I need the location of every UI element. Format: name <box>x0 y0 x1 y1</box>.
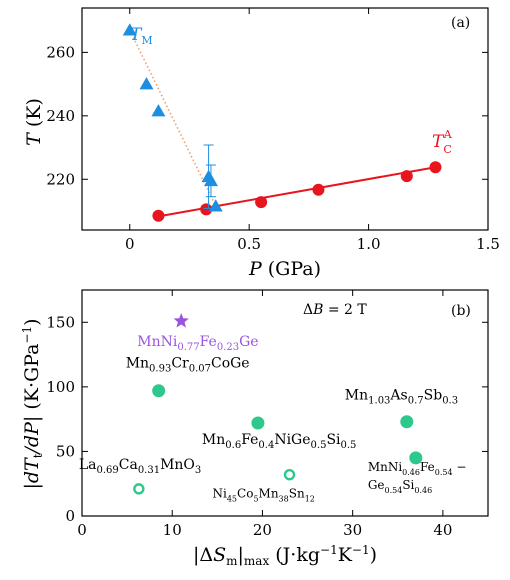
point-label: Ni45​Co5​Mn38​Sn12​ <box>213 487 315 504</box>
tm-point <box>203 173 218 187</box>
b-y-tick-label: 100 <box>46 378 75 396</box>
panel-b: 0 10 20 30 40 0 50 100 150 MnNi0.77​Fe0.23​Ge Mn0… <box>20 289 489 568</box>
tc-point <box>152 209 165 222</box>
tm-fit-line <box>129 29 217 207</box>
panel-label-b: (b) <box>451 303 471 319</box>
point-label: La0.69​Ca0.31​MnO3​ <box>79 457 201 476</box>
point-label: Mn1.03​As0.7​Sb0.3​ <box>345 388 458 407</box>
b-y-tick-label: 50 <box>56 442 75 460</box>
a-y-tick-label: 240 <box>46 107 75 125</box>
plot-area-a <box>81 7 489 231</box>
point-label: MnNi0.77​Fe0.23​Ge <box>137 334 258 353</box>
filled-point <box>409 451 423 465</box>
tc-point <box>429 161 442 174</box>
b-x-tick-label: 40 <box>433 521 452 539</box>
filled-point <box>152 384 166 398</box>
open-point <box>133 483 145 495</box>
b-x-tick-label: 20 <box>253 521 272 539</box>
open-point <box>283 468 296 481</box>
filled-point <box>400 415 414 429</box>
x-axis-title-b: |ΔSm|max (J·kg−1K−1) <box>193 543 377 568</box>
tc-point <box>255 196 268 209</box>
series-label-tm: TM <box>130 25 153 47</box>
marks-a <box>122 23 442 222</box>
field-annotation: ΔB = 2 T <box>303 302 367 318</box>
point-label-line2: Ge0.54​Si0.46​ <box>368 478 432 495</box>
tc-point <box>400 170 413 183</box>
b-x-tick-label: 30 <box>343 521 362 539</box>
point-label: Mn0.6​Fe0.4​NiGe0.5​Si0.5​ <box>202 432 357 451</box>
b-y-tick-label: 0 <box>65 507 75 525</box>
a-x-tick-label: 0 <box>125 235 135 253</box>
tm-point <box>151 104 166 117</box>
panel-a: 0 0.5 1.0 1.5 220 240 260 (a) TM TCA T (K) P (… <box>23 7 500 280</box>
y-axis-title-a: T (K) <box>23 98 45 146</box>
fit-lines-a <box>129 29 436 218</box>
tm-point <box>122 23 137 36</box>
a-y-tick-label: 260 <box>46 43 75 61</box>
b-x-tick-label: 10 <box>163 521 182 539</box>
point-label: Mn0.93​Cr0.07​CoGe <box>126 356 250 375</box>
y-axis-title-b: |dTt/dP| (K·GPa−1) <box>20 318 45 489</box>
a-x-tick-label: 0.5 <box>237 235 261 253</box>
a-x-tick-label: 1.5 <box>476 235 500 253</box>
x-axis-title-a: P (GPa) <box>248 258 321 280</box>
tm-point <box>139 77 154 90</box>
filled-point <box>251 416 265 430</box>
a-x-tick-label: 1.0 <box>357 235 381 253</box>
tm-point <box>208 199 223 212</box>
ticks-b: 0 10 20 30 40 0 50 100 150 <box>46 290 488 539</box>
a-y-tick-label: 220 <box>46 170 75 188</box>
ticks-a: 0 0.5 1.0 1.5 220 240 260 <box>46 8 500 253</box>
series-label-tc: TCA <box>432 128 453 156</box>
point-label: MnNi0.46​Fe0.54​ − <box>368 460 467 477</box>
tc-point <box>312 183 325 196</box>
marks-b: MnNi0.77​Fe0.23​Ge Mn0.93​Cr0.07​CoGe Mn0.… <box>79 313 467 504</box>
b-y-tick-label: 150 <box>46 313 75 331</box>
tc-point <box>200 203 213 216</box>
plot-area-b <box>81 289 489 517</box>
star-point <box>173 313 189 328</box>
b-x-tick-label: 0 <box>77 521 87 539</box>
panel-label-a: (a) <box>451 15 470 31</box>
